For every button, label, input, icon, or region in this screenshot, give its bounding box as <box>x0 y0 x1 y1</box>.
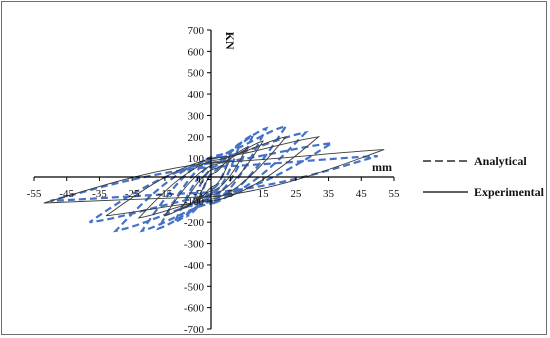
x-tick-label: -5 <box>193 188 203 200</box>
x-tick-label: -45 <box>59 188 74 200</box>
y-tick-label: -400 <box>184 260 205 272</box>
y-tick-label: 700 <box>188 25 205 37</box>
legend: Analytical Experimental <box>423 154 545 199</box>
loop-analytical-4 <box>156 126 269 231</box>
y-tick-label: -700 <box>184 324 205 336</box>
x-tick-label: 5 <box>228 188 234 200</box>
y-tick-label: -600 <box>184 303 205 315</box>
y-tick-label: -300 <box>184 239 205 251</box>
x-tick-label: 15 <box>258 188 270 200</box>
loop-experimental-6 <box>43 149 385 204</box>
x-tick-label: -35 <box>92 188 107 200</box>
x-axis-title: mm <box>372 160 392 174</box>
x-tick-label: -15 <box>158 188 173 200</box>
y-tick-label: -500 <box>184 281 205 293</box>
y-tick-label: -100 <box>184 196 205 208</box>
y-tick-label: 0 <box>199 175 205 187</box>
loop-analytical-8 <box>50 154 378 202</box>
y-tick-label: -200 <box>184 217 205 229</box>
loop-experimental-5 <box>105 136 321 217</box>
x-tick-label: -25 <box>125 188 140 200</box>
y-axis-title: KN <box>223 32 237 50</box>
axes-layer: -55 -45 -35 -25 -15 -5 5 15 25 35 45 55-700-600-500… <box>27 25 400 336</box>
x-tick-label: 25 <box>290 188 302 200</box>
legend-label-experimental: Experimental <box>474 185 545 199</box>
loop-analytical-1 <box>195 151 233 208</box>
x-tick-label: 35 <box>323 188 335 200</box>
x-tick-label: -55 <box>27 188 42 200</box>
y-tick-label: 400 <box>188 89 205 101</box>
x-tick-label: 45 <box>356 188 368 200</box>
y-tick-label: 300 <box>188 110 205 122</box>
series-experimental <box>43 136 385 219</box>
y-tick-label: 600 <box>188 46 205 58</box>
y-tick-label: 500 <box>188 68 205 80</box>
legend-label-analytical: Analytical <box>474 154 527 168</box>
loops-layer <box>43 124 385 233</box>
x-tick-label: 55 <box>389 188 401 200</box>
loop-analytical-3 <box>172 132 256 225</box>
y-tick-label: 100 <box>188 153 205 165</box>
loop-analytical-5 <box>139 124 289 233</box>
y-tick-label: 200 <box>188 132 205 144</box>
